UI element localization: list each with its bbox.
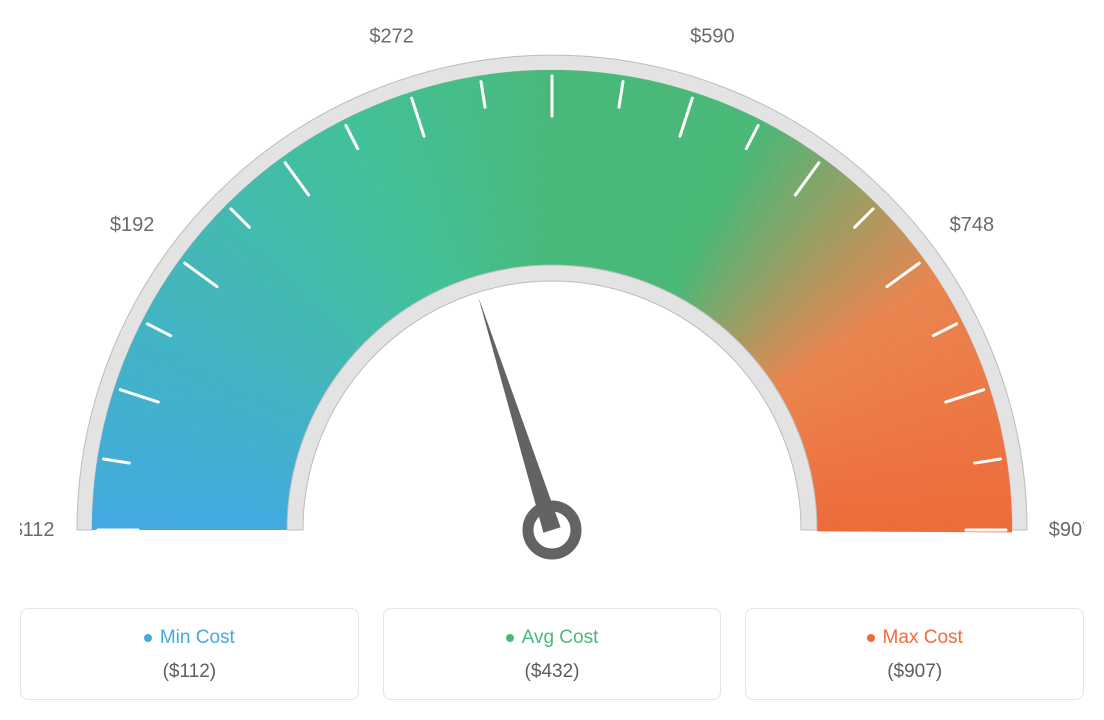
legend-card-min: Min Cost ($112)	[20, 608, 359, 700]
tick-label: $748	[950, 214, 995, 236]
legend-title: Min Cost	[144, 627, 235, 649]
legend-row: Min Cost ($112) Avg Cost ($432) Max Cost ($90…	[20, 608, 1084, 700]
legend-title: Avg Cost	[506, 627, 599, 649]
legend-title-text: Max Cost	[883, 627, 963, 649]
gauge-svg-wrap: $112 $192 $272 $432 $590 $748 $907	[20, 20, 1084, 580]
gauge-needle	[478, 296, 560, 532]
legend-card-avg: Avg Cost ($432)	[383, 608, 722, 700]
legend-title-text: Avg Cost	[522, 627, 599, 649]
cost-gauge-chart: $112 $192 $272 $432 $590 $748 $907 Min Cost ($1…	[20, 20, 1084, 700]
tick-label: $590	[690, 25, 735, 47]
tick-label: $432	[530, 20, 575, 22]
tick-label: $272	[369, 25, 414, 47]
legend-title-text: Min Cost	[160, 627, 235, 649]
legend-card-max: Max Cost ($907)	[745, 608, 1084, 700]
tick-label: $112	[20, 519, 55, 541]
legend-value: ($112)	[33, 661, 346, 683]
legend-value: ($907)	[758, 661, 1071, 683]
legend-dot-icon	[867, 634, 875, 642]
legend-dot-icon	[506, 634, 514, 642]
legend-dot-icon	[144, 634, 152, 642]
legend-title: Max Cost	[867, 627, 963, 649]
tick-label: $907	[1049, 519, 1084, 541]
gauge-arc	[92, 70, 1012, 532]
legend-value: ($432)	[396, 661, 709, 683]
tick-label: $192	[110, 214, 155, 236]
gauge-svg: $112 $192 $272 $432 $590 $748 $907	[20, 20, 1084, 580]
